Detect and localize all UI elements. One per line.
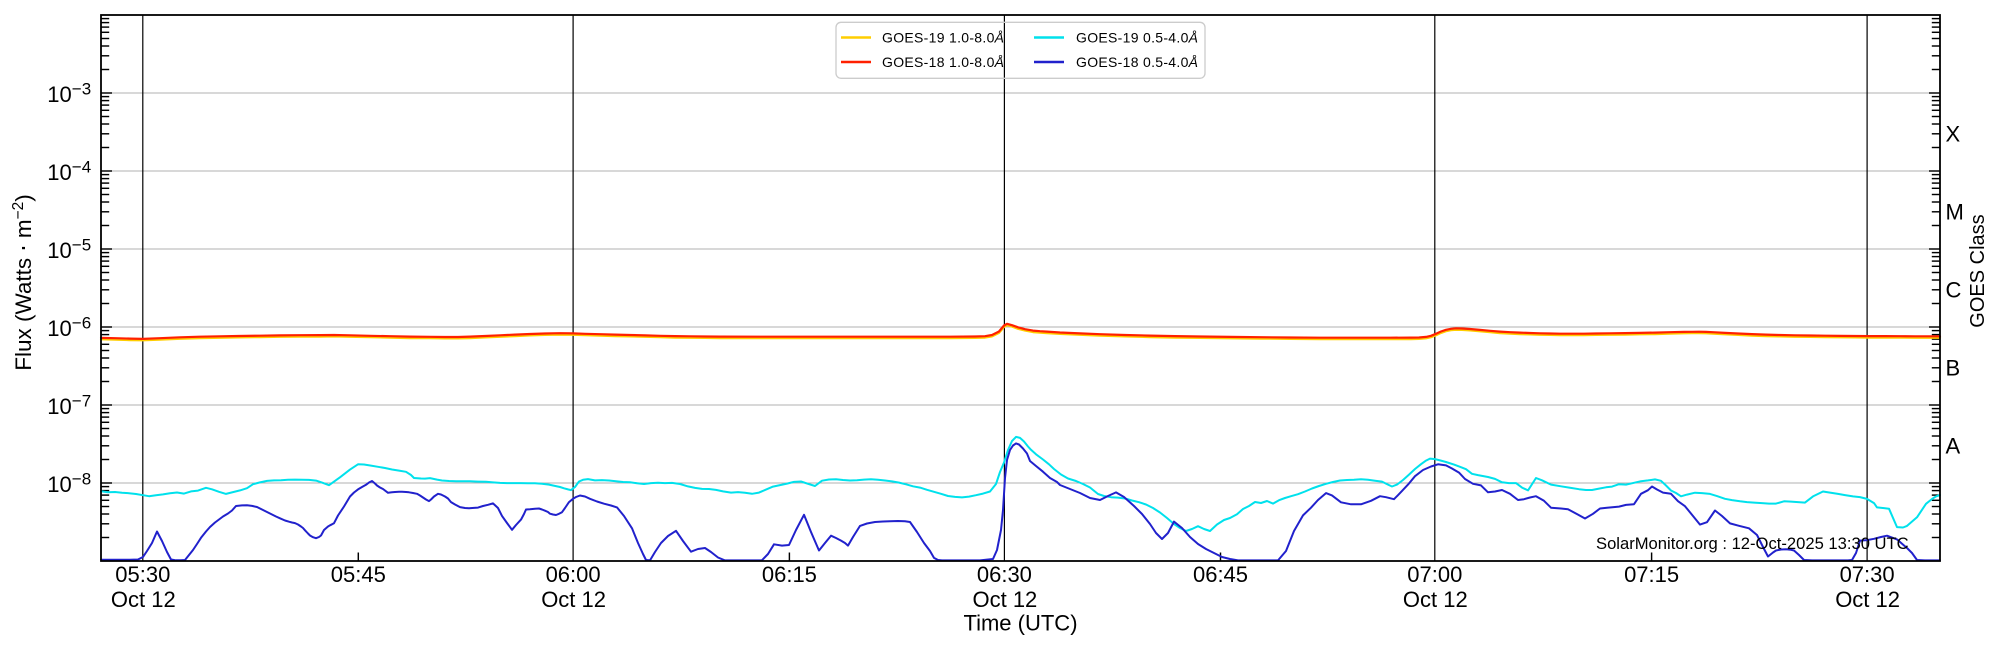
svg-text:GOES-19 0.5-4.0Å: GOES-19 0.5-4.0Å	[1076, 29, 1198, 45]
svg-text:06:15: 06:15	[762, 562, 817, 587]
svg-text:Flux (Watts ⋅ m−2): Flux (Watts ⋅ m−2)	[10, 194, 36, 371]
svg-text:07:30: 07:30	[1840, 562, 1895, 587]
svg-text:A: A	[1946, 434, 1961, 459]
svg-text:Oct 12: Oct 12	[1403, 587, 1468, 612]
svg-text:Time (UTC): Time (UTC)	[963, 610, 1077, 635]
svg-text:10−7: 10−7	[47, 392, 91, 419]
svg-text:M: M	[1946, 200, 1964, 225]
svg-text:C: C	[1946, 278, 1962, 303]
svg-text:Oct 12: Oct 12	[1835, 587, 1900, 612]
svg-text:GOES-18 1.0-8.0Å: GOES-18 1.0-8.0Å	[882, 54, 1004, 70]
svg-text:Oct 12: Oct 12	[972, 587, 1037, 612]
svg-text:GOES-18 0.5-4.0Å: GOES-18 0.5-4.0Å	[1076, 54, 1198, 70]
svg-text:05:45: 05:45	[331, 562, 386, 587]
svg-text:07:15: 07:15	[1624, 562, 1679, 587]
svg-text:10−5: 10−5	[47, 236, 91, 263]
svg-text:GOES Class: GOES Class	[1967, 214, 1989, 327]
svg-text:06:30: 06:30	[977, 562, 1032, 587]
svg-text:Oct 12: Oct 12	[541, 587, 606, 612]
svg-text:GOES-19 1.0-8.0Å: GOES-19 1.0-8.0Å	[882, 29, 1004, 45]
svg-text:B: B	[1946, 356, 1961, 381]
svg-text:06:45: 06:45	[1193, 562, 1248, 587]
svg-text:Oct 12: Oct 12	[111, 587, 176, 612]
svg-text:X: X	[1946, 122, 1961, 147]
svg-text:SolarMonitor.org : 12-Oct-2025: SolarMonitor.org : 12-Oct-2025 13:30 UTC	[1596, 534, 1909, 553]
svg-text:07:00: 07:00	[1407, 562, 1462, 587]
svg-text:06:00: 06:00	[546, 562, 601, 587]
svg-text:05:30: 05:30	[115, 562, 170, 587]
